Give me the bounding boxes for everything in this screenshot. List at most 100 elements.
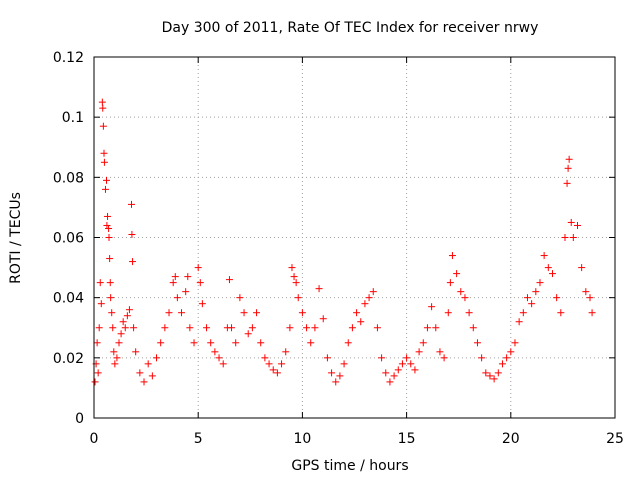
data-point [269, 366, 277, 374]
x-tick-label: 15 [398, 431, 416, 447]
data-point [588, 309, 596, 317]
data-point [125, 306, 133, 314]
data-point [311, 324, 319, 332]
data-point [98, 98, 106, 106]
data-point [498, 360, 506, 368]
data-point [567, 218, 575, 226]
data-point [211, 348, 219, 356]
data-point [403, 354, 411, 362]
data-point [113, 354, 121, 362]
data-point [240, 309, 248, 317]
data-point [432, 324, 440, 332]
data-point [494, 369, 502, 377]
data-point [157, 339, 165, 347]
data-point [294, 294, 302, 302]
data-point [132, 348, 140, 356]
data-point [465, 309, 473, 317]
data-point [100, 149, 108, 157]
data-point [398, 360, 406, 368]
data-point [232, 339, 240, 347]
data-point [323, 354, 331, 362]
y-tick-label: 0.06 [53, 231, 84, 247]
data-point [565, 155, 573, 163]
data-point [228, 324, 236, 332]
data-point [105, 234, 113, 241]
data-point [578, 264, 586, 272]
y-tick-label: 0.1 [62, 110, 84, 126]
data-point [453, 270, 461, 278]
data-point [178, 309, 186, 317]
data-point [507, 348, 515, 356]
data-point [340, 360, 348, 368]
data-point [423, 324, 431, 332]
data-point [382, 369, 390, 377]
data-point [236, 294, 244, 302]
data-point [110, 348, 118, 356]
data-point [564, 164, 572, 172]
data-point [469, 324, 477, 332]
data-point [108, 309, 116, 317]
data-point [319, 315, 327, 323]
data-point [182, 288, 190, 296]
y-tick-label: 0 [75, 411, 84, 427]
data-point [336, 372, 344, 380]
data-point [99, 122, 107, 130]
data-point [444, 309, 452, 317]
data-point [144, 360, 152, 368]
data-point [107, 294, 115, 302]
data-point [586, 294, 594, 302]
data-point [215, 354, 223, 362]
data-point [194, 264, 202, 272]
data-point [478, 354, 486, 362]
data-point [136, 369, 144, 377]
data-point [265, 360, 273, 368]
data-point [328, 369, 336, 377]
data-point [365, 294, 373, 302]
data-point [523, 294, 531, 302]
data-point [130, 324, 138, 332]
data-point [186, 324, 194, 332]
data-point [440, 354, 448, 362]
data-point [411, 366, 419, 374]
x-tick-label: 10 [293, 431, 311, 447]
data-point [473, 339, 481, 347]
x-tick-labels: 0 5 10 15 20 25 [90, 431, 624, 447]
data-point [171, 273, 179, 281]
data-point [121, 324, 129, 332]
data-point [315, 285, 323, 293]
data-point [490, 375, 498, 383]
axis-ticks [93, 56, 616, 419]
data-point [569, 234, 577, 241]
data-point [248, 324, 256, 332]
data-point [563, 179, 571, 187]
data-point [153, 354, 161, 362]
data-point [378, 354, 386, 362]
data-point [482, 369, 490, 377]
y-tick-label: 0.12 [53, 50, 84, 66]
data-point [106, 255, 114, 263]
data-point [123, 312, 131, 320]
data-point [332, 378, 340, 386]
data-point [503, 354, 511, 362]
data-point [203, 324, 211, 332]
y-tick-label: 0.02 [53, 351, 84, 367]
data-point [307, 339, 315, 347]
data-point [115, 339, 123, 347]
grid-lines [94, 57, 615, 418]
data-point [361, 300, 369, 308]
data-point [119, 318, 127, 326]
data-point [390, 372, 398, 380]
data-point [303, 324, 311, 332]
data-point [244, 330, 252, 338]
data-point [129, 258, 137, 266]
data-point [353, 309, 361, 317]
data-point [99, 104, 107, 112]
data-point [461, 294, 469, 302]
data-point [117, 330, 125, 338]
data-point [173, 294, 181, 302]
data-point [103, 176, 111, 184]
data-point [282, 348, 290, 356]
data-point [106, 279, 114, 287]
data-point [394, 366, 402, 374]
data-point [486, 372, 494, 380]
